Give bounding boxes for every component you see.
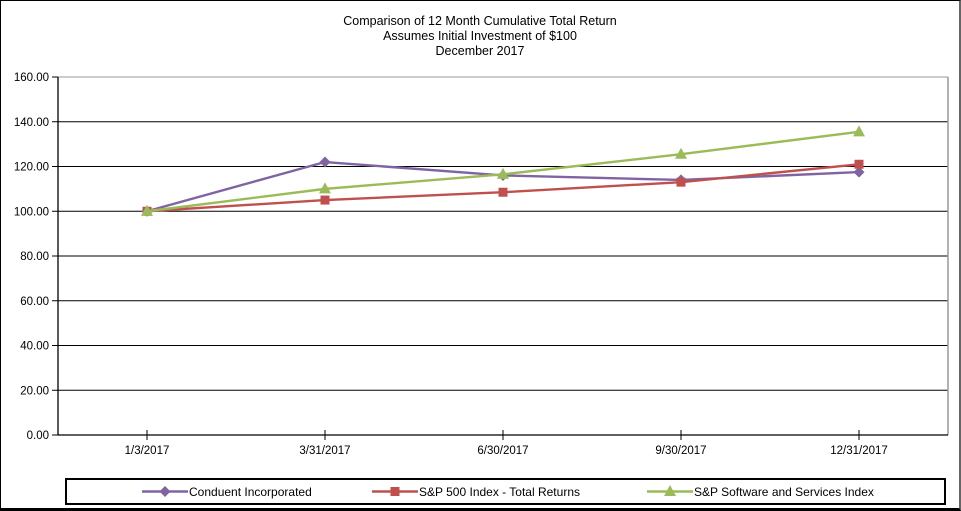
y-axis-label: 60.00 — [20, 296, 49, 308]
y-axis-label: 160.00 — [14, 72, 49, 84]
data-point-marker-diamond-icon — [319, 156, 331, 168]
data-point-marker-square-icon — [498, 187, 508, 197]
data-point-marker-triangle-icon — [675, 147, 687, 159]
chart-title-line3: December 2017 — [435, 44, 525, 58]
data-point-marker-triangle-icon — [319, 182, 331, 194]
data-point-marker-triangle-icon — [141, 204, 153, 216]
legend-label: Conduent Incorporated — [189, 484, 312, 499]
x-axis-label: 9/30/2017 — [655, 445, 706, 457]
legend-item-software-index: S&P Software and Services Index — [647, 485, 874, 499]
x-axis-label: 3/31/2017 — [299, 445, 350, 457]
series-2 — [141, 125, 865, 216]
data-point-marker-triangle-icon — [664, 485, 676, 496]
legend-item-sp500: S&P 500 Index - Total Returns — [372, 485, 580, 499]
y-axis-label: 120.00 — [14, 162, 49, 174]
legend-label: S&P Software and Services Index — [694, 484, 874, 499]
y-axis-label: 140.00 — [14, 117, 49, 129]
data-point-marker-square-icon — [320, 195, 330, 205]
y-axis-label: 40.00 — [20, 341, 49, 353]
y-axis-label: 80.00 — [20, 251, 49, 263]
data-point-marker-triangle-icon — [853, 125, 865, 137]
legend-marker-diamond-icon — [142, 486, 188, 497]
legend-marker-square-icon — [372, 487, 418, 496]
chart-title-block: Comparison of 12 Month Cumulative Total … — [1, 14, 959, 59]
data-point-marker-square-icon — [676, 177, 686, 187]
data-point-marker-square-icon — [390, 487, 400, 496]
legend: Conduent Incorporated S&P 500 Index - To… — [65, 478, 946, 505]
y-axis-label: 100.00 — [14, 206, 49, 218]
y-axis-label: 0.00 — [27, 430, 49, 442]
x-axis-label: 1/3/2017 — [125, 445, 170, 457]
x-axis-label: 6/30/2017 — [477, 445, 528, 457]
data-point-marker-square-icon — [854, 159, 864, 169]
data-point-marker-triangle-icon — [497, 167, 509, 179]
data-point-marker-diamond-icon — [853, 166, 865, 178]
legend-label: S&P 500 Index - Total Returns — [419, 484, 580, 499]
legend-item-conduent: Conduent Incorporated — [142, 485, 312, 499]
chart-title-line1: Comparison of 12 Month Cumulative Total … — [343, 14, 617, 28]
y-axis-label: 20.00 — [20, 385, 49, 397]
x-axis-label: 12/31/2017 — [830, 445, 888, 457]
chart-title-line2: Assumes Initial Investment of $100 — [383, 29, 577, 43]
legend-marker-triangle-icon — [647, 485, 693, 496]
series-0 — [141, 156, 865, 217]
data-point-marker-diamond-icon — [159, 486, 171, 497]
